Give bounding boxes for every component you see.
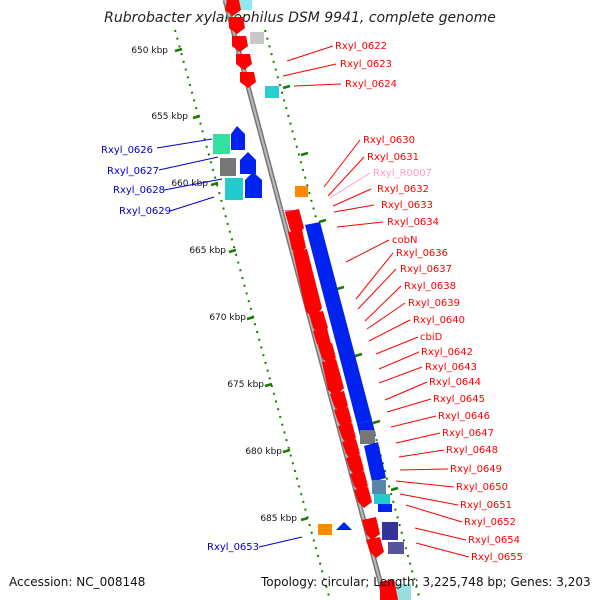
gene-feature[interactable] [213,134,230,154]
gene-feature[interactable] [372,480,386,494]
gene-label[interactable]: Rxyl_0636 [396,248,448,259]
topology-text: Topology: circular; Length: 3,225,748 bp… [260,575,591,589]
gene-feature[interactable] [336,522,352,530]
gene-feature[interactable] [305,222,372,424]
gene-feature[interactable] [225,0,241,16]
gene-feature[interactable] [382,522,398,540]
gene-feature[interactable] [388,542,404,554]
gene-feature[interactable] [322,359,344,396]
gene-label[interactable]: Rxyl_0623 [340,59,392,70]
gene-label[interactable]: Rxyl_0622 [335,41,387,52]
gene-feature[interactable] [309,311,328,334]
rna-leader-line [329,172,371,199]
scale-label: 670 kbp [209,313,246,323]
gene-feature[interactable] [238,0,252,10]
gene-feature[interactable] [318,524,332,535]
gene-feature[interactable] [334,407,352,428]
gene-feature[interactable] [265,86,279,98]
gene-feature[interactable] [293,249,322,318]
gene-label[interactable]: Rxyl_0638 [404,281,456,292]
gene-feature[interactable] [378,504,392,512]
gene-feature[interactable] [236,54,252,70]
scale-label: 655 kbp [151,112,188,122]
gene-label[interactable]: Rxyl_0647 [442,428,494,439]
gene-label[interactable]: Rxyl_0639 [408,298,460,309]
scale-labels: 650 kbp 655 kbp 660 kbp 665 kbp 670 kbp … [131,46,297,524]
gene-feature[interactable] [250,32,264,44]
gene-label[interactable]: Rxyl_0627 [107,166,159,177]
gene-label[interactable]: Rxyl_0624 [345,79,397,90]
gene-label[interactable]: Rxyl_R0007 [373,168,432,179]
gene-feature[interactable] [362,517,380,540]
gene-feature[interactable] [220,158,236,176]
scale-label: 680 kbp [245,447,282,457]
gene-feature[interactable] [360,430,375,444]
gene-feature[interactable] [232,36,248,52]
left-labels: Rxyl_0626 Rxyl_0627 Rxyl_0628 Rxyl_0629 … [101,145,259,553]
gene-label[interactable]: Rxyl_0653 [207,542,259,553]
gene-label[interactable]: Rxyl_0628 [113,185,165,196]
gene-label[interactable]: Rxyl_0655 [471,552,523,563]
gene-label[interactable]: Rxyl_0650 [456,482,508,493]
gene-label[interactable]: Rxyl_0626 [101,145,153,156]
gene-feature[interactable] [295,186,308,197]
right-leader-lines [282,45,470,558]
gene-label[interactable]: Rxyl_0630 [363,135,415,146]
gene-label[interactable]: Rxyl_0649 [450,464,502,475]
gene-feature[interactable] [225,178,243,200]
gene-label[interactable]: Rxyl_0629 [119,206,171,217]
gene-feature[interactable] [240,152,256,174]
gene-label[interactable]: Rxyl_0634 [387,217,439,228]
scale-label: 665 kbp [189,246,226,256]
gene-feature[interactable] [338,423,356,444]
gene-feature[interactable] [354,487,372,508]
gene-label[interactable]: Rxyl_0651 [460,500,512,511]
gene-feature[interactable] [364,442,386,482]
gene-label[interactable]: Rxyl_0632 [377,184,429,195]
gene-feature[interactable] [330,391,348,412]
gene-label[interactable]: Rxyl_0642 [421,347,473,358]
gene-label[interactable]: Rxyl_0648 [446,445,498,456]
gene-label[interactable]: Rxyl_0640 [413,315,465,326]
gene-label[interactable]: Rxyl_0646 [438,411,490,422]
scale-label: 650 kbp [131,46,168,56]
gene-feature[interactable] [374,494,390,504]
gene-feature[interactable] [346,455,364,476]
gene-label[interactable]: cbiD [420,332,443,343]
gene-features [213,0,411,600]
gene-feature[interactable] [231,126,245,150]
gene-label[interactable]: Rxyl_0637 [400,264,452,275]
gene-feature[interactable] [245,172,262,198]
map-title: Rubrobacter xylanophilus DSM 9941, compl… [104,10,496,26]
scale-label: 660 kbp [171,179,208,189]
gene-feature[interactable] [318,343,336,364]
gene-label[interactable]: cobN [392,235,417,246]
gene-label[interactable]: Rxyl_0652 [464,517,516,528]
gene-label[interactable]: Rxyl_0633 [381,200,433,211]
right-labels: Rxyl_0622 Rxyl_0623 Rxyl_0624 Rxyl_0630 … [335,41,523,563]
major-ticks [174,47,399,522]
gene-feature[interactable] [350,471,368,492]
gene-feature[interactable] [240,72,256,88]
gene-feature[interactable] [229,17,245,34]
gene-feature[interactable] [342,439,360,460]
gene-label[interactable]: Rxyl_0645 [433,394,485,405]
scale-label: 675 kbp [227,380,264,390]
gene-label[interactable]: Rxyl_0631 [367,152,419,163]
gene-feature[interactable] [395,584,411,600]
accession-text: Accession: NC_008148 [9,575,145,589]
left-leader-lines [156,138,303,548]
gene-label[interactable]: Rxyl_0644 [429,377,481,388]
gene-feature[interactable] [380,579,398,600]
gene-label[interactable]: Rxyl_0654 [468,535,520,546]
scale-label: 685 kbp [260,514,297,524]
gene-label[interactable]: Rxyl_0643 [425,362,477,373]
gene-feature[interactable] [288,229,306,254]
gene-feature[interactable] [366,537,384,558]
gene-feature[interactable] [285,209,304,236]
